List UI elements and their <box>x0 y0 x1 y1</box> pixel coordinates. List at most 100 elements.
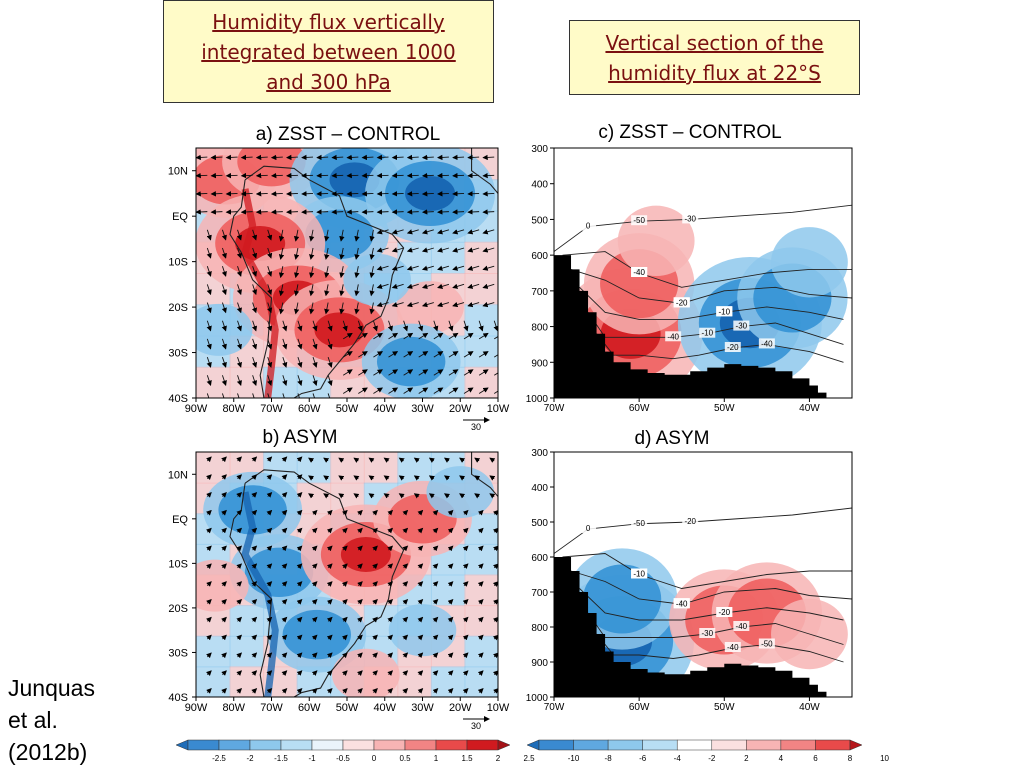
flux-vector <box>331 154 344 161</box>
flux-vector <box>267 393 270 398</box>
flux-vector <box>376 154 389 161</box>
flux-vector <box>255 209 268 215</box>
flux-vector <box>402 509 409 516</box>
flux-vector <box>255 172 268 179</box>
flux-vector <box>267 302 273 314</box>
contour-label-bg <box>716 607 733 617</box>
flux-vector <box>482 154 495 161</box>
flux-vector <box>341 545 348 552</box>
x-tick-label: 30W <box>411 702 434 714</box>
field-blob <box>343 253 412 306</box>
flux-vector <box>206 509 212 516</box>
flux-vector <box>463 351 474 358</box>
flux-vector <box>251 527 258 534</box>
flux-vector <box>462 581 469 587</box>
y-tick-label: 10N <box>168 166 188 178</box>
flux-vector <box>492 634 498 641</box>
flux-vector <box>221 509 227 516</box>
colorbar-arrow-right <box>497 739 511 751</box>
flux-vector <box>452 209 465 215</box>
flux-vector <box>312 320 318 332</box>
flux-vector <box>388 351 399 358</box>
flux-vector <box>236 545 243 552</box>
flux-vector <box>206 563 212 570</box>
flux-vector <box>311 598 318 605</box>
flux-vector <box>391 191 404 197</box>
flux-vector <box>301 154 314 161</box>
flux-vector <box>477 581 484 587</box>
flux-vector <box>251 320 258 332</box>
flux-vector <box>354 229 360 242</box>
colorbar-tick-label: -2 <box>708 754 716 763</box>
flux-vector <box>221 670 227 676</box>
x-tick-label: 60W <box>629 403 650 414</box>
flux-vector <box>296 616 303 623</box>
flux-vector <box>236 456 243 463</box>
flux-vector <box>221 581 227 587</box>
flux-vector <box>297 393 300 398</box>
flux-vector <box>447 670 454 676</box>
flux-vector <box>270 154 283 161</box>
colorbar-cell <box>249 739 282 751</box>
flux-vector <box>354 284 360 297</box>
flux-vector <box>417 670 424 676</box>
x-tick-label: 70W <box>260 702 283 714</box>
flux-vector <box>447 527 454 534</box>
flux-vector <box>406 172 419 179</box>
colorbar-tick-label: -4 <box>674 754 682 763</box>
flux-vector <box>281 688 288 694</box>
flux-vector <box>326 634 333 641</box>
header-line: Vertical section of the <box>605 31 824 55</box>
flux-vector <box>467 154 480 161</box>
y-tick-label: 600 <box>531 251 548 262</box>
y-tick-label: 400 <box>531 483 548 494</box>
flux-vector <box>462 545 469 552</box>
flux-vector <box>432 634 439 641</box>
flux-vector <box>406 265 419 271</box>
flux-vector <box>369 266 375 279</box>
field-blob <box>196 303 253 356</box>
contour-label: -20 <box>676 298 688 307</box>
flux-vector <box>312 338 318 350</box>
flux-vector <box>296 581 303 587</box>
flux-vector <box>342 332 353 340</box>
x-tick-label: 90W <box>185 403 208 415</box>
flux-vector <box>406 229 419 235</box>
field-cell <box>464 543 498 576</box>
field-cell <box>430 241 466 274</box>
flux-vector <box>278 229 285 242</box>
flux-vector <box>372 320 378 332</box>
flux-vector <box>196 209 208 215</box>
contour-line <box>579 286 844 320</box>
flux-vector <box>406 191 419 197</box>
field-cell <box>229 635 265 668</box>
flux-vector <box>437 229 450 235</box>
contour-label-bg <box>758 638 775 649</box>
x-tick-label: 50W <box>336 403 359 415</box>
flux-vector <box>403 387 414 394</box>
flux-vector <box>311 670 318 676</box>
flux-vector <box>402 563 409 570</box>
flux-vector <box>281 545 288 552</box>
flux-vector <box>391 172 404 179</box>
flux-vector <box>437 172 449 179</box>
flux-vector <box>391 301 404 308</box>
flux-vector <box>311 616 318 623</box>
flux-vector <box>376 247 389 253</box>
flux-vector <box>341 527 348 534</box>
flux-vector <box>437 301 450 308</box>
flux-vector <box>293 247 300 260</box>
flux-vector <box>383 457 390 463</box>
flux-vector <box>432 652 439 659</box>
flux-vector <box>492 527 498 534</box>
flux-vector <box>221 320 227 332</box>
flux-vector <box>387 616 394 623</box>
section-panel-c <box>554 148 852 398</box>
flux-vector <box>206 634 212 641</box>
flux-vector <box>447 563 454 570</box>
flux-vector <box>452 247 465 253</box>
flux-vector <box>433 351 444 358</box>
flux-vector <box>251 634 258 641</box>
contour-label: -50 <box>761 640 773 649</box>
flux-vector <box>368 457 375 463</box>
